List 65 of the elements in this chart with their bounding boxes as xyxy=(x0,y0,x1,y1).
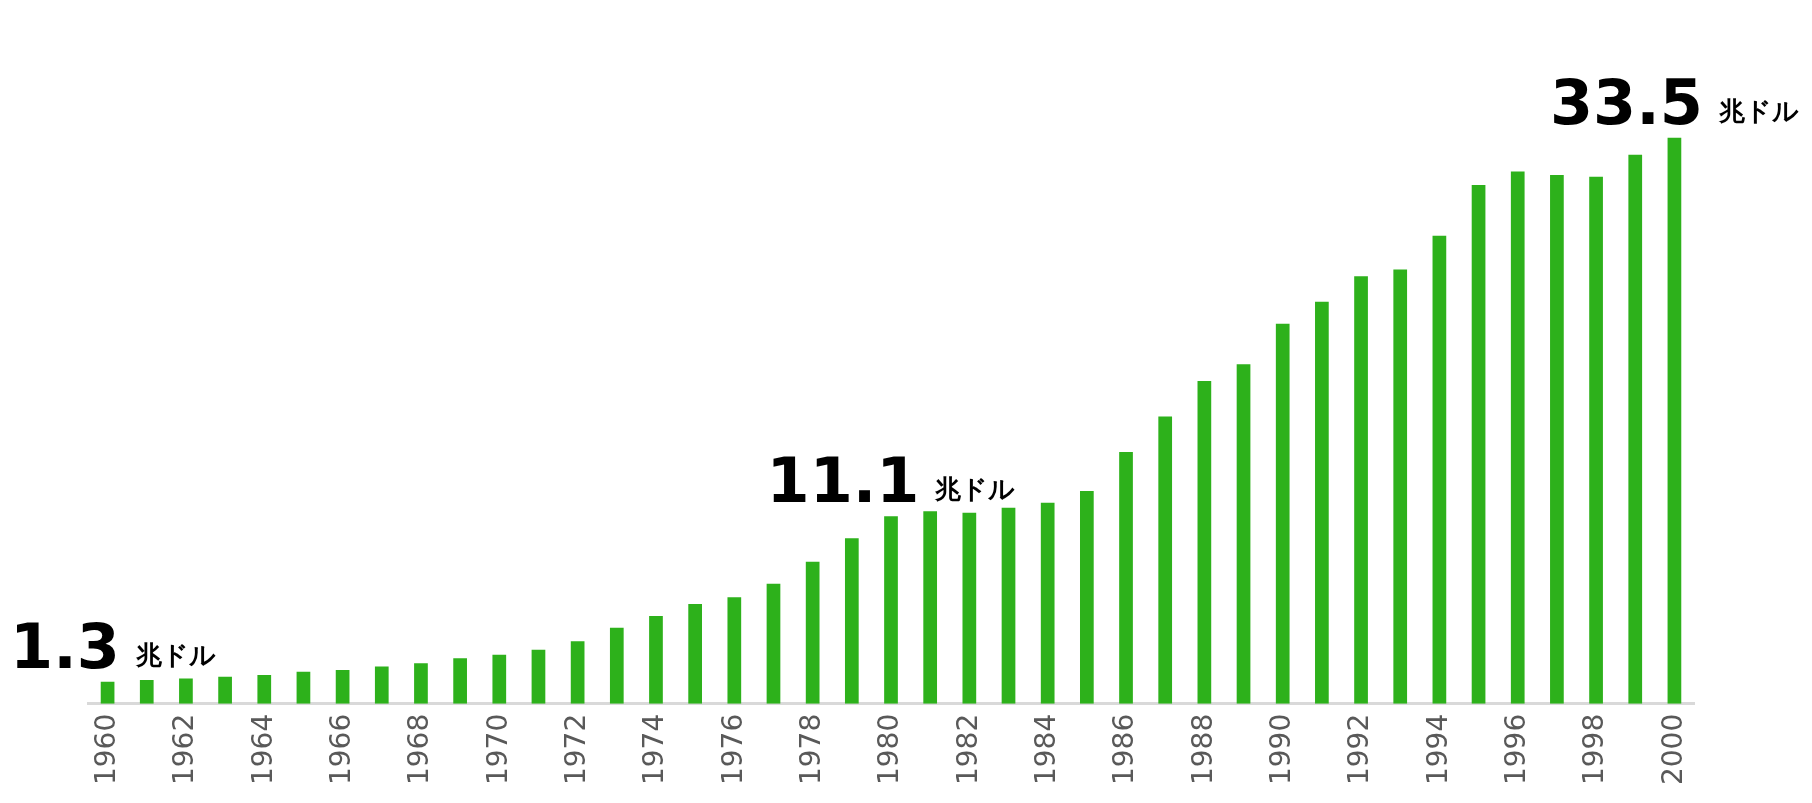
bar xyxy=(492,654,507,704)
x-tick-label: 1962 xyxy=(167,713,201,786)
x-tick-label: 1978 xyxy=(793,713,827,786)
x-tick-label: 1968 xyxy=(402,713,436,786)
bar xyxy=(1550,174,1564,704)
x-tick-label: 1998 xyxy=(1577,713,1611,786)
x-tick-label: 1972 xyxy=(558,713,592,786)
bar xyxy=(257,675,272,704)
data-label: 33.5 兆ドル xyxy=(1549,65,1799,139)
data-label: 11.1 兆ドル xyxy=(766,444,1016,518)
x-tick-label: 2000 xyxy=(1655,713,1689,786)
bar xyxy=(1432,235,1447,704)
bar xyxy=(727,597,742,704)
bar xyxy=(1158,416,1173,704)
x-tick-label: 1966 xyxy=(323,713,357,786)
x-tick-label: 1988 xyxy=(1185,713,1219,786)
bar xyxy=(962,512,977,704)
data-label: 1.3 兆ドル xyxy=(10,609,216,683)
bar xyxy=(1001,507,1016,704)
x-tick-label: 1980 xyxy=(872,713,906,786)
x-tick-label: 1976 xyxy=(715,713,749,786)
x-tick-label: 1992 xyxy=(1342,713,1376,786)
x-tick-label: 1982 xyxy=(950,713,984,786)
bar xyxy=(296,671,311,704)
bar xyxy=(335,669,350,704)
bar xyxy=(414,663,428,704)
bar xyxy=(1628,154,1643,704)
bar xyxy=(688,604,702,704)
bar xyxy=(1275,323,1290,704)
bar xyxy=(531,649,546,704)
bar xyxy=(1080,490,1094,704)
bar xyxy=(1119,452,1133,704)
bar xyxy=(218,676,232,704)
x-tick-label: 1990 xyxy=(1263,713,1297,786)
bar xyxy=(649,615,663,704)
bar xyxy=(374,666,389,704)
x-tick-label: 1986 xyxy=(1107,713,1141,786)
bar xyxy=(100,681,115,704)
bar xyxy=(766,583,781,704)
x-tick-label: 1964 xyxy=(245,713,279,786)
x-tick-label: 1974 xyxy=(637,713,671,786)
bar xyxy=(179,678,193,704)
bar xyxy=(844,538,859,704)
x-tick-label: 1984 xyxy=(1028,713,1062,786)
bar xyxy=(805,561,820,704)
bar xyxy=(1589,176,1603,704)
bar xyxy=(884,516,898,704)
x-tick-label: 1970 xyxy=(480,713,514,786)
bar xyxy=(923,511,938,704)
bar xyxy=(1354,276,1368,704)
bar xyxy=(1393,269,1408,704)
bar xyxy=(1236,364,1251,704)
x-tick-label: 1994 xyxy=(1420,713,1454,786)
bar xyxy=(1667,137,1682,704)
x-tick-label: 1996 xyxy=(1499,713,1533,786)
x-tick-label: 1960 xyxy=(88,713,122,786)
bar xyxy=(139,680,154,704)
bar xyxy=(570,641,585,704)
bar xyxy=(1471,185,1486,704)
bar xyxy=(1040,502,1055,704)
bar xyxy=(1315,301,1329,704)
bar xyxy=(609,627,624,704)
bar xyxy=(1197,381,1212,704)
bar xyxy=(1510,171,1525,704)
bar xyxy=(453,658,467,704)
